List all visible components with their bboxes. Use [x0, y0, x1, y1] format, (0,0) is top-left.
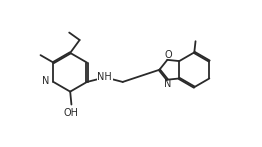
Text: O: O: [164, 50, 172, 60]
Text: OH: OH: [64, 108, 79, 118]
Text: N: N: [164, 79, 172, 89]
Text: NH: NH: [97, 72, 112, 82]
Text: N: N: [42, 76, 49, 86]
